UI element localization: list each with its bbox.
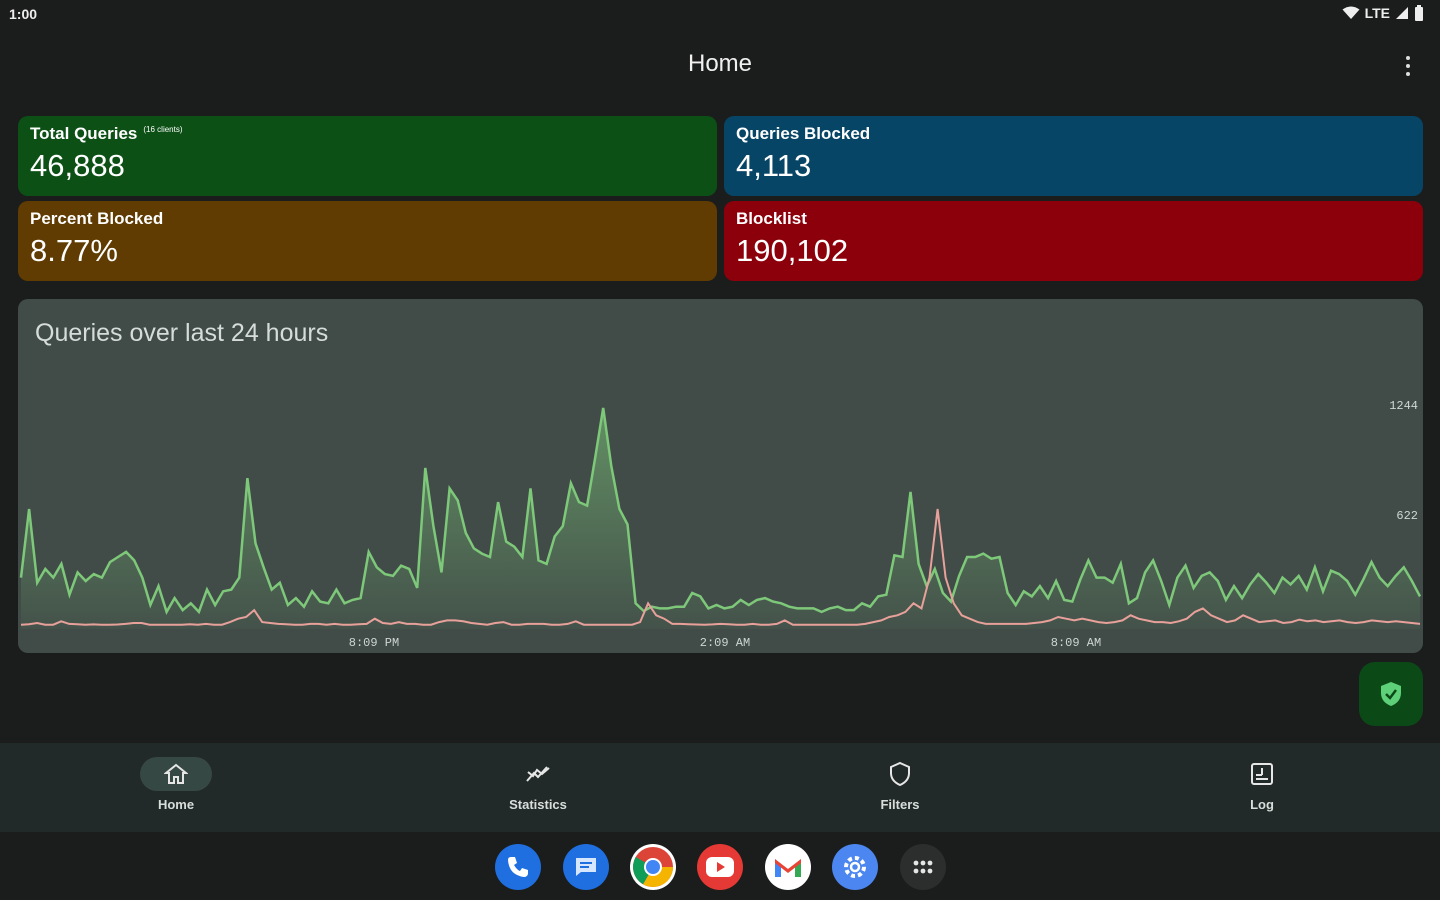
total-queries-line [19, 407, 1422, 615]
messages-icon [576, 858, 596, 876]
protection-toggle-button[interactable] [1359, 662, 1423, 726]
status-time: 1:00 [9, 6, 38, 22]
x-tick-label: 8:09 AM [1051, 636, 1101, 650]
queries-blocked-label: Queries Blocked [736, 124, 871, 143]
page-title: Home [687, 50, 753, 77]
blocked-queries-line [20, 508, 1421, 626]
total-queries-area [21, 407, 1420, 629]
nav-label-home: Home [157, 797, 195, 812]
shield-icon [890, 761, 910, 787]
dock-chrome[interactable] [630, 844, 676, 890]
settings-icon [844, 856, 866, 878]
y-tick-label: 1244 [1389, 399, 1418, 413]
x-tick-label: 8:09 PM [349, 636, 399, 650]
percent-blocked-label: Percent Blocked [30, 209, 164, 228]
shield-check-icon [1381, 682, 1401, 706]
gmail-icon [775, 859, 801, 877]
dock-phone[interactable] [495, 844, 541, 890]
wifi-icon [1342, 6, 1360, 19]
blocklist-card[interactable]: Blocklist 190,102 [724, 201, 1423, 281]
nav-item-filters[interactable]: Filters [800, 743, 1000, 832]
statistics-icon [526, 766, 550, 782]
blocklist-value: 190,102 [736, 233, 849, 268]
phone-icon [508, 857, 528, 877]
signal-icon [1396, 7, 1408, 19]
queries-blocked-card[interactable]: Queries Blocked 4,113 [724, 116, 1423, 196]
blocklist-label: Blocklist [736, 209, 807, 228]
app-dock [0, 832, 1440, 900]
network-label: LTE [1364, 5, 1390, 21]
dock-youtube[interactable] [697, 844, 743, 890]
queries-chart: 1244 622 8:09 PM 2:09 AM 8:09 AM [19, 399, 1422, 650]
status-icons: LTE [1342, 5, 1424, 21]
y-tick-label: 622 [1396, 509, 1418, 523]
status-bar: 1:00 LTE [0, 0, 1440, 28]
chrome-icon [633, 847, 673, 887]
queries-chart-card[interactable]: Queries over last 24 hours 1244 622 8:09… [18, 299, 1423, 653]
total-queries-card[interactable]: Total Queries (16 clients) 46,888 [18, 116, 717, 196]
overflow-menu-button[interactable] [1396, 52, 1420, 80]
nav-item-statistics[interactable]: Statistics [438, 743, 638, 832]
dock-messages[interactable] [563, 844, 609, 890]
percent-blocked-value: 8.77% [30, 233, 118, 268]
more-vert-icon [1406, 56, 1410, 60]
bottom-navigation: Home Statistics Filters Log [0, 743, 1440, 832]
nav-label-log: Log [1250, 797, 1274, 812]
chart-title: Queries over last 24 hours [35, 319, 329, 347]
home-icon [164, 763, 188, 784]
battery-icon [1415, 5, 1423, 21]
nav-label-statistics: Statistics [509, 797, 567, 812]
dock-gmail[interactable] [765, 844, 811, 890]
total-queries-label: Total Queries [30, 124, 138, 143]
log-icon [1251, 763, 1273, 785]
dock-settings[interactable] [832, 844, 878, 890]
youtube-icon [706, 857, 734, 877]
nav-label-filters: Filters [880, 797, 920, 812]
total-queries-value: 46,888 [30, 148, 125, 183]
nav-item-log[interactable]: Log [1162, 743, 1362, 832]
app-bar: Home [0, 36, 1440, 96]
clients-count: (16 clients) [143, 125, 183, 134]
percent-blocked-card[interactable]: Percent Blocked 8.77% [18, 201, 717, 281]
x-tick-label: 2:09 AM [700, 636, 750, 650]
apps-grid-icon [913, 860, 933, 874]
nav-item-home[interactable]: Home [76, 743, 276, 832]
dock-app-drawer[interactable] [900, 844, 946, 890]
queries-blocked-value: 4,113 [736, 148, 812, 183]
